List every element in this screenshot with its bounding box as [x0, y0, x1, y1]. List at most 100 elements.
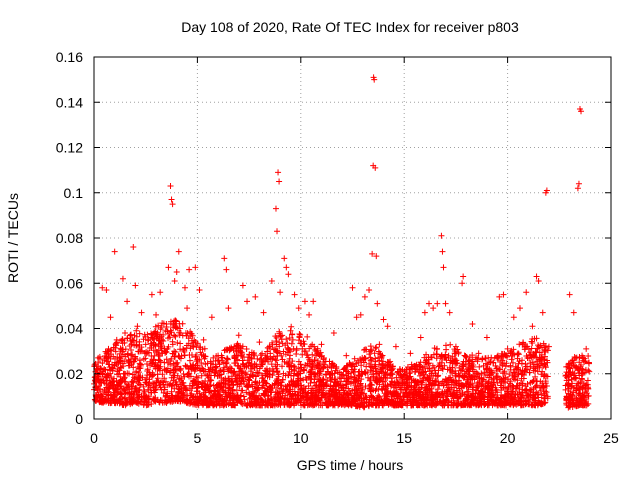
band-point — [144, 337, 151, 344]
band-point — [536, 349, 543, 356]
data-point — [439, 248, 446, 255]
x-tick-label: 10 — [293, 430, 309, 446]
band-point — [273, 334, 280, 341]
data-point — [297, 377, 304, 384]
band-point — [174, 393, 181, 400]
band-point — [370, 367, 377, 374]
band-point — [136, 357, 143, 364]
data-point — [109, 382, 116, 389]
band-point — [395, 391, 402, 398]
band-point — [544, 395, 551, 402]
band-point — [523, 366, 530, 373]
band-point — [543, 373, 550, 380]
data-point — [275, 169, 282, 176]
data-point — [148, 291, 155, 298]
data-point — [374, 300, 381, 307]
band-point — [276, 388, 283, 395]
band-point — [474, 400, 481, 407]
band-point — [522, 360, 529, 367]
data-point — [192, 264, 199, 271]
gridlines — [94, 57, 611, 419]
band-point — [136, 330, 143, 337]
band-point — [263, 355, 270, 362]
band-point — [249, 401, 256, 408]
band-point — [572, 364, 579, 371]
band-point — [467, 382, 474, 389]
data-point — [295, 305, 302, 312]
band-point — [577, 400, 584, 407]
band-point — [358, 384, 365, 391]
band-point — [155, 322, 162, 329]
band-point — [384, 397, 391, 404]
band-point — [161, 345, 168, 352]
band-point — [280, 399, 287, 406]
data-point — [181, 284, 188, 291]
band-point — [207, 366, 214, 373]
band-point — [156, 353, 163, 360]
x-axis-label: GPS time / hours — [297, 457, 404, 473]
band-point — [281, 358, 288, 365]
band-point — [354, 389, 361, 396]
band-point — [388, 370, 395, 377]
band-point — [262, 379, 269, 386]
data-point — [529, 323, 536, 330]
band-point — [105, 354, 112, 361]
band-point — [471, 396, 478, 403]
band-point — [436, 382, 443, 389]
band-point — [419, 394, 426, 401]
band-point — [393, 389, 400, 396]
band-point — [285, 372, 292, 379]
band-point — [579, 370, 586, 377]
band-point — [528, 338, 535, 345]
band-point — [507, 348, 514, 355]
band-point — [327, 375, 334, 382]
data-point — [459, 280, 466, 287]
band-point — [507, 362, 514, 369]
band-point — [507, 384, 514, 391]
band-point — [301, 402, 308, 409]
band-point — [222, 393, 229, 400]
y-tick-label: 0.12 — [56, 140, 83, 156]
band-point — [543, 382, 550, 389]
band-point — [358, 395, 365, 402]
band-point — [577, 395, 584, 402]
band-point — [483, 360, 490, 367]
band-point — [197, 349, 204, 356]
band-point — [327, 383, 334, 390]
data-point — [440, 264, 447, 271]
data-point — [413, 361, 420, 368]
band-point — [510, 400, 517, 407]
band-point — [264, 386, 271, 393]
band-point — [295, 365, 302, 372]
band-point — [526, 351, 533, 358]
band-point — [171, 366, 178, 373]
band-point — [216, 396, 223, 403]
band-point — [222, 375, 229, 382]
band-point — [353, 360, 360, 367]
band-point — [99, 399, 106, 406]
band-point — [380, 358, 387, 365]
band-point — [500, 353, 507, 360]
band-point — [515, 350, 522, 357]
band-point — [288, 340, 295, 347]
band-point — [456, 364, 463, 371]
data-point — [186, 266, 193, 273]
band-point — [503, 360, 510, 367]
band-point — [274, 368, 281, 375]
band-point — [370, 373, 377, 380]
band-point — [127, 337, 134, 344]
band-point — [137, 361, 144, 368]
band-point — [280, 387, 287, 394]
data-point — [221, 255, 228, 262]
x-tick-label: 5 — [194, 430, 202, 446]
data-point — [264, 368, 271, 375]
band-point — [333, 386, 340, 393]
band-point — [171, 385, 178, 392]
band-point — [198, 372, 205, 379]
band-point — [569, 391, 576, 398]
band-point — [515, 366, 522, 373]
band-point — [214, 373, 221, 380]
data-point — [372, 164, 379, 171]
band-point — [154, 329, 161, 336]
data-point — [119, 275, 126, 282]
